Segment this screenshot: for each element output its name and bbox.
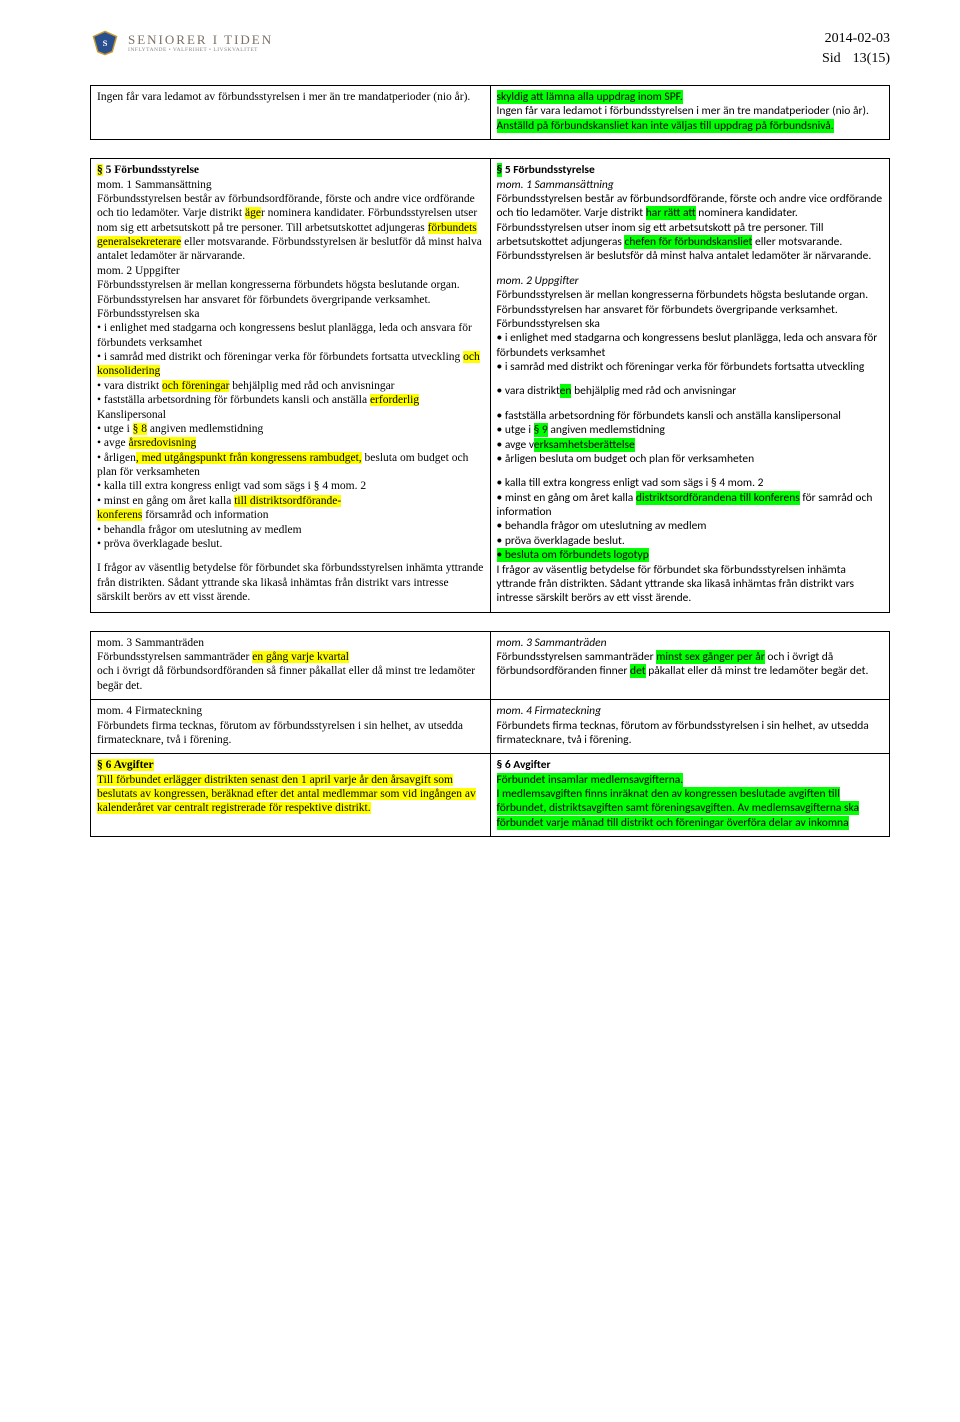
t2l-b6: • avge årsredovisning [97, 436, 484, 450]
t2r-b4: • fastställa arbetsordning för förbundet… [497, 409, 884, 423]
sid-label: Sid [822, 50, 841, 68]
t2l-b8: • kalla till extra kongress enligt vad s… [97, 479, 484, 493]
t3r2-left: mom. 4 Firmateckning Förbundets firma te… [91, 700, 491, 754]
t3r1l-b: Förbundsstyrelsen sammanträder en gång v… [97, 650, 484, 664]
t2r-m2b: Förbundsstyrelsen är mellan kongresserna… [497, 288, 884, 302]
t2r-b9: • minst en gång om året kalla distriktso… [497, 491, 884, 520]
t3r1-right: mom. 3 Sammanträden Förbundsstyrelsen sa… [490, 631, 890, 700]
t3r3l-h: § 6 Avgifter [97, 758, 484, 772]
t3r2l-b: Förbundets firma tecknas, förutom av för… [97, 719, 484, 748]
t1-left: Ingen får vara ledamot av förbundsstyrel… [91, 86, 491, 140]
brand-text: SENIORER I TIDEN INFLYTANDE • VALFRIHET … [128, 33, 273, 54]
brand-name: SENIORER I TIDEN [128, 33, 273, 46]
page-number: Sid 13(15) [822, 50, 890, 68]
t2l-h1: § 5 Förbundsstyrelse [97, 163, 484, 177]
t3r2-right: mom. 4 Firmateckning Förbundets firma te… [490, 700, 890, 754]
t3r3-left: § 6 Avgifter Till förbundet erlägger dis… [91, 754, 491, 837]
t3r2r-a: mom. 4 Firmateckning [497, 704, 884, 718]
t2l-b11: • pröva överklagade beslut. [97, 537, 484, 551]
t1r-p1: skyldig att lämna alla uppdrag inom SPF. [497, 90, 884, 104]
t2l-b10: • behandla frågor om uteslutning av medl… [97, 523, 484, 537]
t2r-h1: § 5 Förbundsstyrelse [497, 163, 884, 177]
t3r3l-p: Till förbundet erlägger distrikten senas… [97, 773, 484, 816]
t3r3r-h: § 6 Avgifter [497, 758, 884, 772]
t2l-b1: • i enlighet med stadgarna och kongresse… [97, 321, 484, 350]
t3r2r-b: Förbundets firma tecknas, förutom av för… [497, 719, 884, 748]
t1-right: skyldig att lämna alla uppdrag inom SPF.… [490, 86, 890, 140]
t2l-m2a: mom. 2 Uppgifter [97, 264, 484, 278]
t2r-b6: • avge verksamhetsberättelse [497, 438, 884, 452]
t2l-b2: • i samråd med distrikt och föreningar v… [97, 350, 484, 379]
t3r1l-c: och i övrigt då förbundsordföranden så f… [97, 664, 484, 693]
t3r3r-p1: Förbundet insamlar medlemsavgifterna. [497, 773, 884, 787]
t2l-b7: • årligen, med utgångspunkt från kongres… [97, 451, 484, 480]
t2l-b9: • minst en gång om året kalla till distr… [97, 494, 484, 523]
t3r1-left: mom. 3 Sammanträden Förbundsstyrelsen sa… [91, 631, 491, 700]
t2-right: § 5 Förbundsstyrelse mom. 1 Sammansättni… [490, 159, 890, 613]
t2r-b8: • kalla till extra kongress enligt vad s… [497, 476, 884, 490]
t2r-m1b: Förbundsstyrelsen består av förbundsordf… [497, 192, 884, 264]
t2l-m1b: Förbundsstyrelsen består av förbundsordf… [97, 192, 484, 264]
table-3: mom. 3 Sammanträden Förbundsstyrelsen sa… [90, 631, 890, 838]
t1r-p3: Anställd på förbundskansliet kan inte vä… [497, 119, 884, 133]
t2r-m2a: mom. 2 Uppgifter [497, 274, 884, 288]
t1r-p2: Ingen får vara ledamot i förbundsstyrels… [497, 104, 884, 118]
page-date: 2014-02-03 [822, 30, 890, 48]
t1l-p1: Ingen får vara ledamot av förbundsstyrel… [97, 90, 484, 104]
shield-logo-icon: S [90, 30, 120, 56]
brand-block: S SENIORER I TIDEN INFLYTANDE • VALFRIHE… [90, 30, 273, 56]
svg-text:S: S [103, 38, 108, 48]
t2l-m2d: Förbundsstyrelsen ska [97, 307, 484, 321]
table-2: § 5 Förbundsstyrelse mom. 1 Sammansättni… [90, 158, 890, 613]
t2r-b3: • vara distrikten behjälplig med råd och… [497, 384, 884, 398]
brand-tagline: INFLYTANDE • VALFRIHET • LIVSKVALITET [128, 48, 273, 54]
t2r-b2: • i samråd med distrikt och föreningar v… [497, 360, 884, 374]
t3r3r-p2: I medlemsavgiften finns inräknat den av … [497, 787, 884, 830]
page-header: S SENIORER I TIDEN INFLYTANDE • VALFRIHE… [90, 30, 890, 67]
page-num-value: 13(15) [853, 50, 890, 68]
page-meta: 2014-02-03 Sid 13(15) [822, 30, 890, 67]
t2r-pend: I frågor av väsentlig betydelse för förb… [497, 563, 884, 606]
t2l-b5: • utge i § 8 angiven medlemstidning [97, 422, 484, 436]
t2l-b4: • fastställa arbetsordning för förbundet… [97, 393, 484, 422]
t2r-m1a: mom. 1 Sammansättning [497, 178, 884, 192]
t2r-b5: • utge i § 9 angiven medlemstidning [497, 423, 884, 437]
t2r-b7: • årligen besluta om budget och plan för… [497, 452, 884, 466]
t2r-b12: • besluta om förbundets logotyp [497, 548, 884, 562]
t2r-b10: • behandla frågor om uteslutning av medl… [497, 519, 884, 533]
t3r3-right: § 6 Avgifter Förbundet insamlar medlemsa… [490, 754, 890, 837]
table-1: Ingen får vara ledamot av förbundsstyrel… [90, 85, 890, 140]
t3r2l-a: mom. 4 Firmateckning [97, 704, 484, 718]
t2r-m2d: Förbundsstyrelsen ska [497, 317, 884, 331]
t2l-m2b: Förbundsstyrelsen är mellan kongresserna… [97, 278, 484, 292]
t2-left: § 5 Förbundsstyrelse mom. 1 Sammansättni… [91, 159, 491, 613]
t2r-b11: • pröva överklagade beslut. [497, 534, 884, 548]
t3r1l-a: mom. 3 Sammanträden [97, 636, 484, 650]
t3r1r-b: Förbundsstyrelsen sammanträder minst sex… [497, 650, 884, 679]
t2r-m2c: Förbundsstyrelsen har ansvaret för förbu… [497, 303, 884, 317]
t2l-m2c: Förbundsstyrelsen har ansvaret för förbu… [97, 293, 484, 307]
t3r1r-a: mom. 3 Sammanträden [497, 636, 884, 650]
t2r-b1: • i enlighet med stadgarna och kongresse… [497, 331, 884, 360]
t2l-b3: • vara distrikt och föreningar behjälpli… [97, 379, 484, 393]
t2l-m1a: mom. 1 Sammansättning [97, 178, 484, 192]
t2l-pend: I frågor av väsentlig betydelse för förb… [97, 561, 484, 604]
